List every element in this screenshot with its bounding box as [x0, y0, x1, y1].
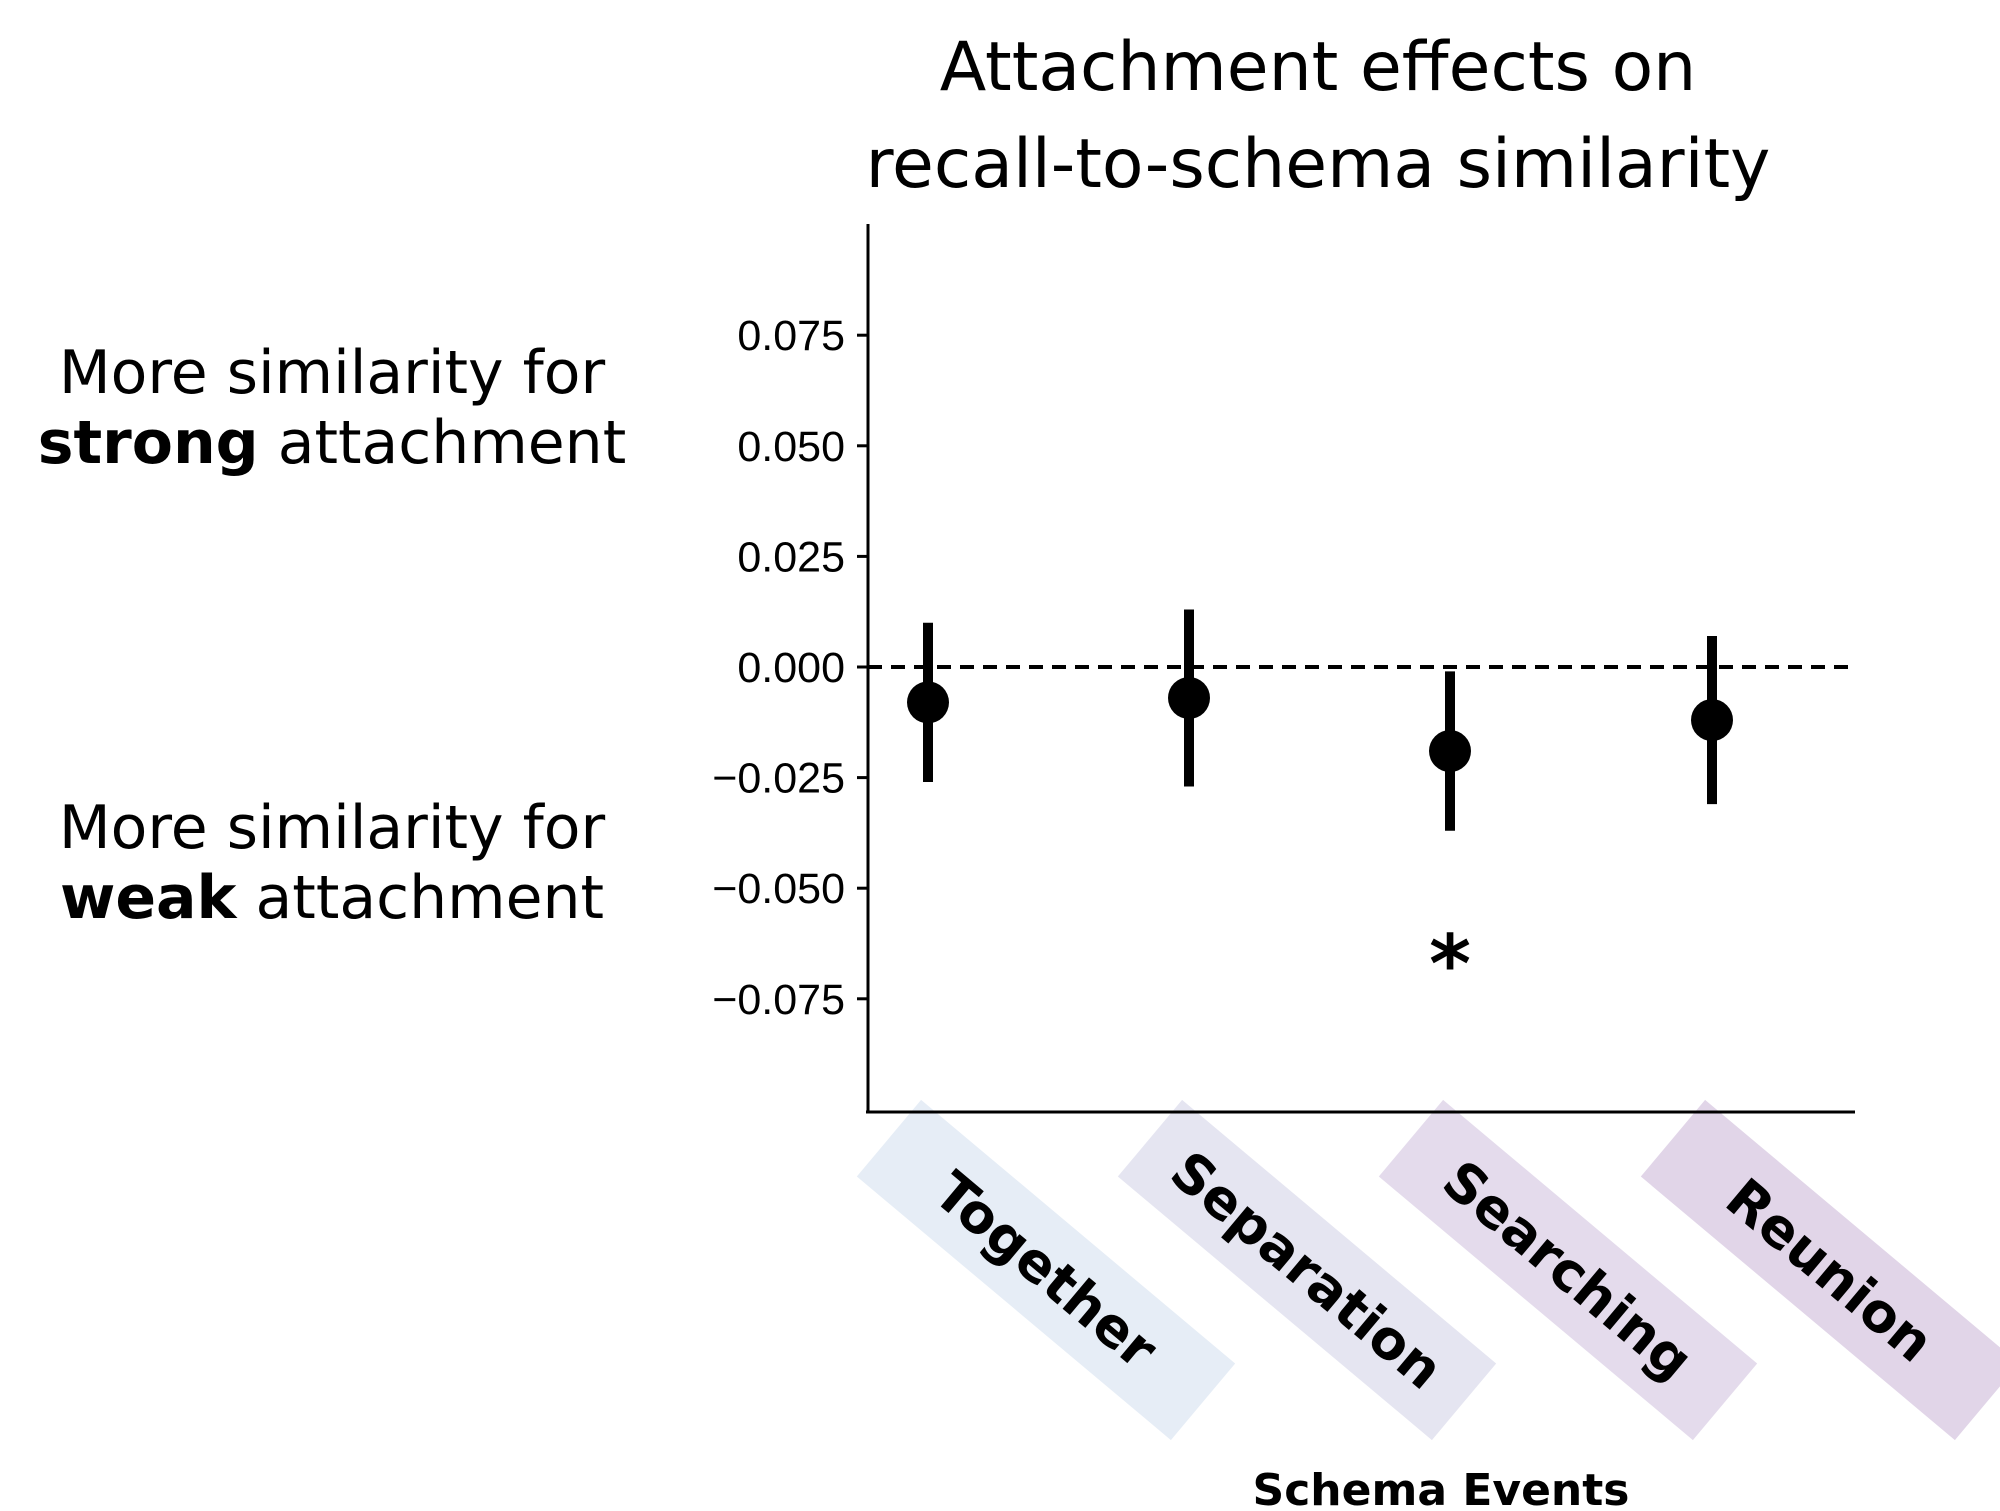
- annotation-top-bold: strong: [38, 408, 259, 478]
- significance-marker: *: [1429, 918, 1471, 1011]
- y-tick-label: 0.050: [737, 423, 845, 471]
- chart-title-line-2: recall-to-schema similarity: [866, 125, 1771, 204]
- y-tick-label: 0.025: [737, 533, 845, 581]
- point-searching: [1429, 730, 1471, 773]
- x-axis-label: Schema Events: [1253, 1465, 1630, 1511]
- y-tick-label: 0.000: [737, 644, 845, 692]
- y-tick-label: −0.050: [712, 865, 845, 913]
- y-ticks: 0.075 0.050 0.025 0.000 −0.025 −0.050 −0.075: [712, 312, 868, 1024]
- point-reunion: [1691, 699, 1733, 742]
- annotation-bottom-line-1: More similarity for: [59, 793, 606, 863]
- annotation-bottom-bold: weak: [60, 863, 239, 933]
- annotation-top-line-2: strong attachment: [38, 408, 626, 478]
- y-tick-label: −0.075: [712, 976, 845, 1024]
- y-tick-label: 0.075: [737, 312, 845, 360]
- annotation-top-line-1: More similarity for: [59, 338, 606, 408]
- point-together: [907, 681, 949, 724]
- category-label-text: Together: [922, 1160, 1169, 1382]
- point-separation: [1168, 676, 1210, 719]
- category-label-text: Reunion: [1714, 1166, 1945, 1374]
- category-label-background: [1117, 1099, 1497, 1441]
- category-label-background: [1640, 1099, 2000, 1441]
- chart-title-line-1: Attachment effects on: [940, 28, 1697, 107]
- y-tick-label: −0.025: [712, 755, 845, 803]
- annotation-top-rest: attachment: [259, 408, 627, 478]
- annotation-bottom-line-2: weak attachment: [60, 863, 604, 933]
- annotation-bottom-rest: attachment: [236, 863, 604, 933]
- category-label-background: [1378, 1099, 1758, 1441]
- data-points: [907, 609, 1733, 831]
- category-label-background: [856, 1099, 1236, 1441]
